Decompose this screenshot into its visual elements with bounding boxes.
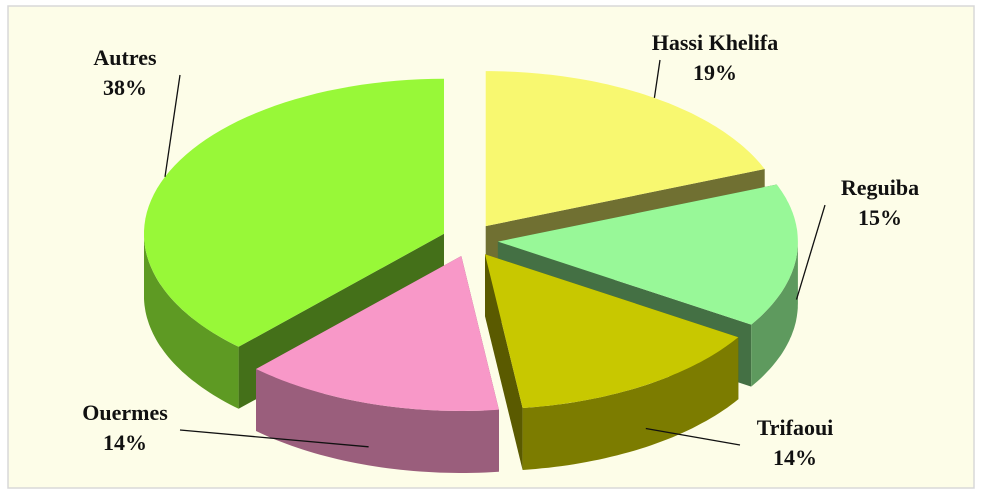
slice-wall [485,254,523,470]
slice-top [485,71,765,227]
category-label: Hassi Khelifa [652,30,779,55]
slice-side [144,233,239,409]
category-label: Reguiba [841,175,919,200]
category-label: Trifaoui [757,415,834,440]
slice-top [256,256,499,411]
slice-top [144,78,444,347]
value-label: 14% [103,430,147,455]
value-label: 14% [773,445,817,470]
slice-side [522,337,739,470]
slice-top [485,254,739,408]
category-label: Autres [93,45,157,70]
labels: Hassi Khelifa 19% Reguiba 15% Trifaoui 14% Oue… [82,30,919,470]
leader-line [645,427,741,446]
value-label: 19% [693,60,737,85]
value-label: 38% [103,75,147,100]
leader-line [795,204,826,300]
category-label: Ouermes [82,400,168,425]
slice-side [751,241,798,387]
slices [144,71,798,473]
slice-side [256,369,499,473]
slice-top [497,184,798,325]
leader-line [164,74,181,177]
leader-line [653,59,661,98]
slice [256,256,499,473]
slice [485,254,739,470]
leader-line [179,429,369,448]
value-label: 15% [858,205,902,230]
